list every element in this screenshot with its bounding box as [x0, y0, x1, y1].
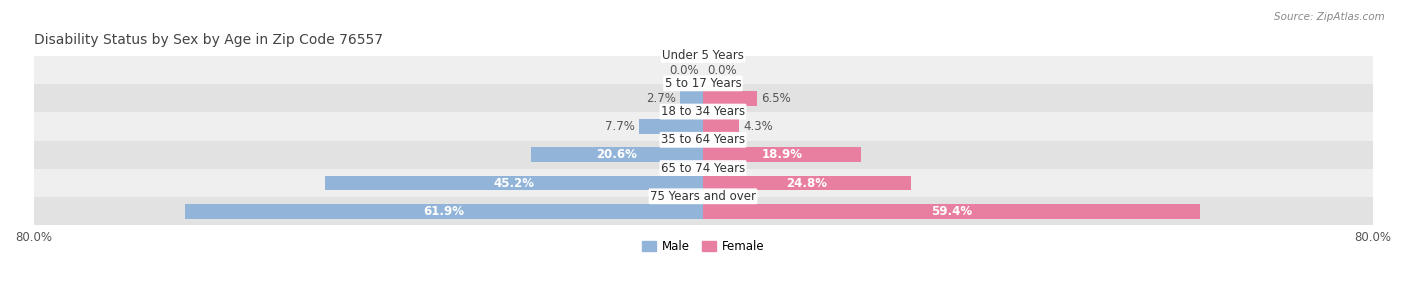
Bar — [186, 204, 703, 219]
Bar — [34, 56, 1372, 84]
Bar — [703, 176, 911, 190]
Text: 18 to 34 Years: 18 to 34 Years — [661, 105, 745, 118]
Text: 0.0%: 0.0% — [707, 63, 737, 77]
Text: 5 to 17 Years: 5 to 17 Years — [665, 77, 741, 90]
Text: 20.6%: 20.6% — [596, 148, 637, 161]
Bar — [703, 147, 860, 162]
Text: 75 Years and over: 75 Years and over — [650, 190, 756, 203]
Text: Source: ZipAtlas.com: Source: ZipAtlas.com — [1274, 12, 1385, 22]
Text: 24.8%: 24.8% — [786, 177, 827, 189]
Bar — [34, 169, 1372, 197]
Text: 7.7%: 7.7% — [605, 120, 634, 133]
Bar — [325, 176, 703, 190]
Text: 59.4%: 59.4% — [931, 205, 972, 218]
Bar — [34, 113, 1372, 141]
Bar — [703, 91, 758, 106]
Legend: Male, Female: Male, Female — [637, 235, 769, 257]
Text: 6.5%: 6.5% — [762, 92, 792, 105]
Bar — [638, 119, 703, 134]
Text: 18.9%: 18.9% — [762, 148, 803, 161]
Text: 4.3%: 4.3% — [744, 120, 773, 133]
Text: 65 to 74 Years: 65 to 74 Years — [661, 162, 745, 174]
Text: 61.9%: 61.9% — [423, 205, 464, 218]
Bar — [530, 147, 703, 162]
Text: 35 to 64 Years: 35 to 64 Years — [661, 133, 745, 146]
Text: 0.0%: 0.0% — [669, 63, 699, 77]
Bar — [34, 141, 1372, 169]
Bar — [681, 91, 703, 106]
Text: 2.7%: 2.7% — [647, 92, 676, 105]
Bar — [34, 197, 1372, 225]
Bar — [34, 84, 1372, 113]
Text: Under 5 Years: Under 5 Years — [662, 48, 744, 62]
Text: 45.2%: 45.2% — [494, 177, 534, 189]
Bar — [703, 204, 1201, 219]
Bar — [703, 119, 740, 134]
Text: Disability Status by Sex by Age in Zip Code 76557: Disability Status by Sex by Age in Zip C… — [34, 33, 382, 47]
